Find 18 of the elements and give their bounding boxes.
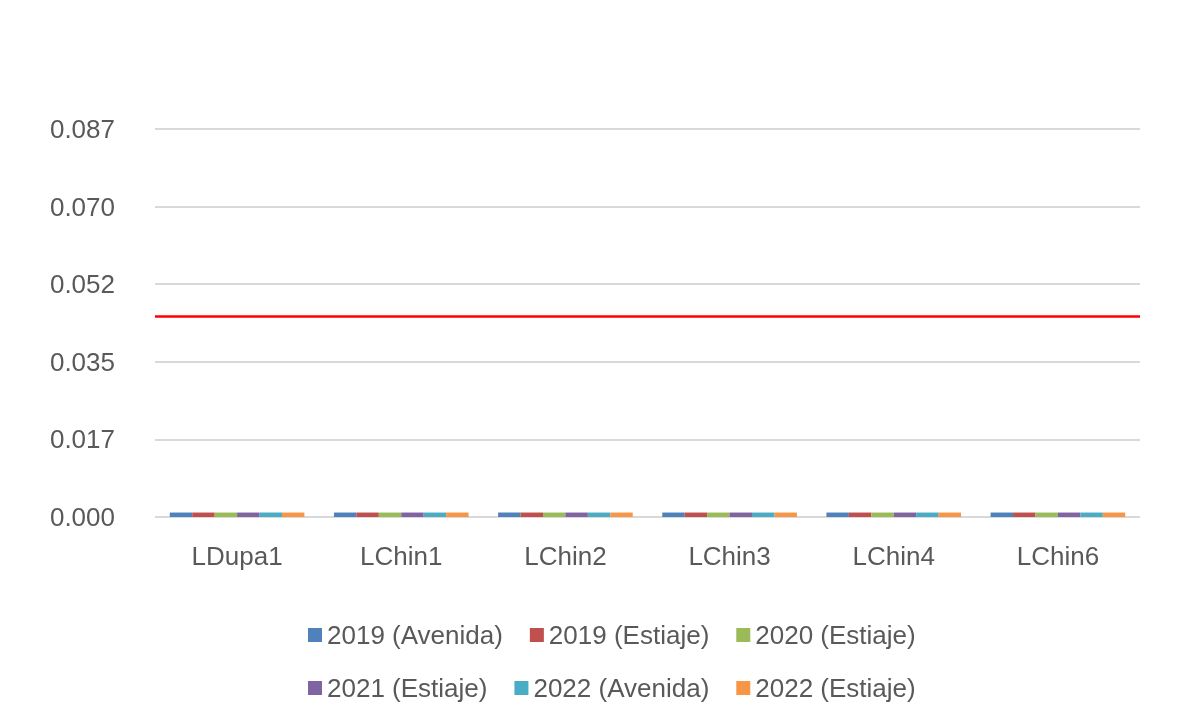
x-tick-label: LChin1 (360, 541, 443, 571)
legend-label: 2020 (Estiaje) (755, 620, 916, 650)
y-tick-label: 0.070 (49, 191, 115, 222)
legend-label: 2022 (Estiaje) (755, 673, 916, 703)
x-tick-label: LChin2 (524, 541, 607, 571)
legend-label: 2019 (Avenida) (327, 620, 503, 650)
legend-label: 2021 (Estiaje) (327, 673, 488, 703)
y-tick-label: 0.087 (49, 114, 115, 144)
x-tick-label: LChin3 (688, 541, 771, 571)
x-tick-label: LDupa1 (191, 541, 283, 571)
legend-label: 2022 (Avenida) (533, 673, 710, 703)
y-tick-label: 0.052 (49, 269, 115, 300)
x-tick-label: LChin4 (852, 541, 935, 571)
legend-label: 2019 (Estiaje) (548, 620, 710, 650)
x-tick-label: LChin6 (1016, 541, 1100, 571)
y-tick-label: 0.017 (49, 424, 115, 455)
y-tick-label: 0.000 (49, 502, 115, 532)
y-tick-label: 0.035 (49, 346, 115, 377)
